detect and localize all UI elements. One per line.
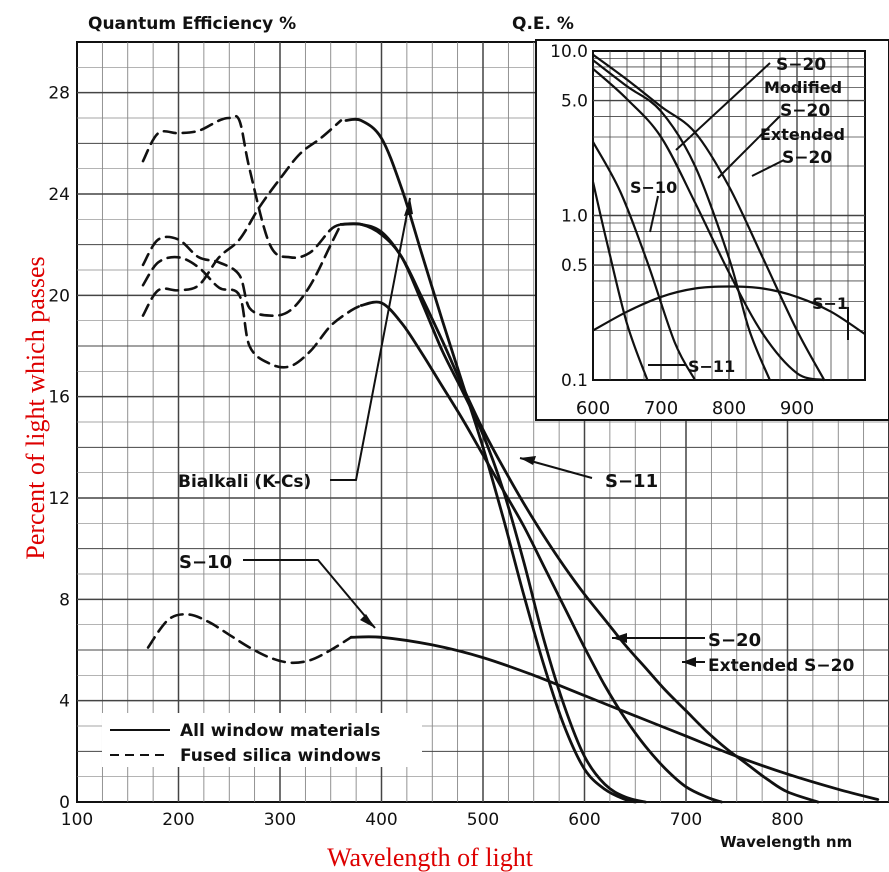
series-line-extended-s-20-solid	[339, 222, 820, 804]
ext-s20-label: Extended S−20	[708, 656, 854, 676]
callouts	[243, 197, 705, 667]
inset-mod-s20-callout-line	[717, 115, 781, 179]
inset-s20-callout-line	[675, 62, 771, 151]
y-tick-label: 12	[48, 489, 70, 509]
inset-y-tick-label: 0.1	[561, 371, 588, 391]
legend-dashed-label: Fused silica windows	[180, 746, 381, 766]
x-tick-label: 800	[771, 810, 803, 830]
series-line-s-10-dashed	[146, 613, 353, 665]
inset-extended-label: Extended	[760, 125, 845, 144]
series-line-extended-s-20-dashed	[141, 114, 343, 260]
inset-modified-label: Modified	[764, 78, 842, 97]
inset-s11-label: S−11	[688, 357, 735, 376]
s11-label: S−11	[605, 471, 658, 492]
x-tick-label: 600	[568, 810, 600, 830]
inset-x-tick-label: 900	[780, 398, 814, 419]
legend-background	[102, 713, 422, 767]
ext-s20-arrowhead	[682, 657, 696, 667]
inset-series-line-modified-s-20	[592, 59, 771, 381]
y-tick-label: 28	[48, 84, 70, 104]
inset-series-line-extended-s-20	[592, 53, 826, 381]
inset-s20-label: S−20	[776, 55, 826, 75]
inset-x-tick-label: 700	[644, 398, 678, 419]
s10-arrowhead	[360, 614, 375, 628]
series-line-s-20-solid	[359, 300, 723, 804]
s20-arrowhead	[612, 633, 627, 643]
inset-series-line-s-1	[592, 285, 866, 336]
inset-x-tick-label: 600	[576, 398, 610, 419]
inset-callouts	[648, 62, 849, 366]
inset-chart: 600 700 800 900 10.0 5.0 1.0 0.5 0.1	[535, 39, 889, 421]
s10-callout-line	[243, 559, 376, 629]
x-tick-label: 200	[162, 810, 194, 830]
inset-x-tick-label: 800	[712, 398, 746, 419]
y-tick-label: 0	[59, 793, 70, 813]
inset-s10-callout-line	[649, 195, 659, 233]
inset-mod-s20-label: S−20	[780, 101, 830, 121]
series-line-s-20-dashed	[141, 255, 363, 369]
x-axis-title: Wavelength of light	[327, 843, 534, 872]
bialkali-label: Bialkali (K-Cs)	[178, 472, 311, 492]
inset-series-line-s-11	[591, 181, 649, 381]
y-tick-label: 24	[48, 185, 70, 205]
series-line-bialkali-k-cs-solid	[344, 117, 637, 804]
inset-series-line-s-20	[592, 67, 825, 382]
inset-ext-s20-callout-line	[751, 159, 785, 177]
x-tick-label: 100	[61, 810, 93, 830]
inset-y-tick-label: 1.0	[561, 207, 588, 227]
x-unit-label: Wavelength nm	[720, 833, 852, 851]
inset-s10-label: S−10	[630, 178, 677, 197]
inset-y-tick-label: 0.5	[561, 256, 588, 276]
s10-label: S−10	[179, 552, 232, 573]
chart-title: Quantum Efficiency %	[88, 14, 296, 34]
x-tick-label: 700	[670, 810, 702, 830]
bialkali-callout-line	[330, 197, 411, 481]
bialkali-arrowhead	[404, 198, 413, 216]
inset-series-line-s-10	[592, 141, 696, 381]
inset-y-tick-label: 10.0	[550, 42, 588, 62]
y-tick-label: 16	[48, 388, 70, 408]
series-line-bialkali-k-cs-dashed	[141, 119, 343, 317]
legend-solid-label: All window materials	[180, 721, 380, 741]
inset-y-tick-label: 5.0	[561, 92, 588, 112]
inset-title: Q.E. %	[512, 14, 574, 34]
series-line-s-11-dashed	[141, 223, 343, 318]
y-axis-title: Percent of light which passes	[21, 256, 50, 559]
y-tick-label: 8	[59, 590, 70, 610]
x-tick-label: 400	[365, 810, 397, 830]
legend: All window materials Fused silica window…	[102, 713, 422, 767]
s11-arrowhead	[520, 456, 536, 465]
x-tick-label: 300	[264, 810, 296, 830]
s20-label: S−20	[708, 630, 761, 651]
series-line-s-10-solid	[349, 635, 880, 801]
main-series	[141, 114, 880, 804]
inset-s1-label: S−1	[812, 294, 848, 313]
inset-panel	[535, 39, 889, 421]
x-tick-label: 500	[467, 810, 499, 830]
y-tick-label: 4	[59, 692, 70, 712]
inset-ext-s20-label: S−20	[782, 148, 832, 168]
y-tick-label: 20	[48, 286, 70, 306]
